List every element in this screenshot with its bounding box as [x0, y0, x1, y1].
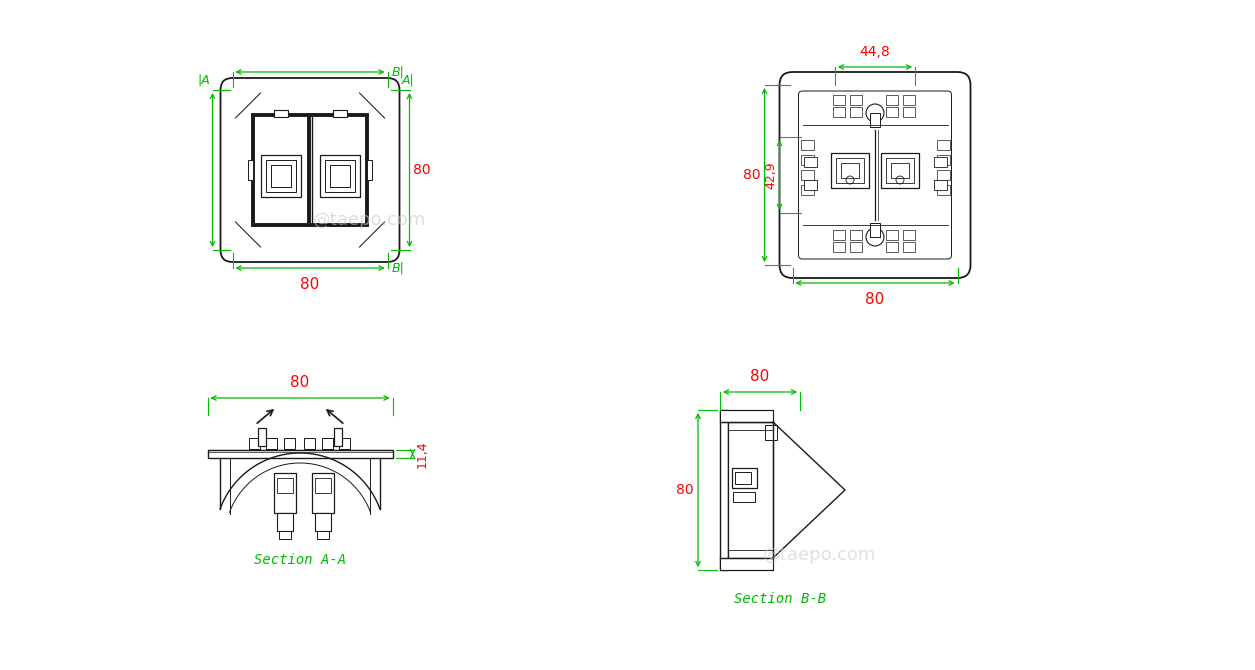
- Bar: [323, 438, 333, 449]
- Bar: [320, 155, 359, 197]
- Bar: [277, 513, 292, 531]
- Bar: [886, 157, 914, 182]
- Bar: [936, 140, 950, 150]
- Bar: [315, 513, 331, 531]
- Bar: [831, 153, 868, 188]
- Bar: [801, 170, 813, 180]
- Bar: [904, 107, 915, 117]
- Text: 80: 80: [743, 168, 761, 182]
- Bar: [936, 170, 950, 180]
- Bar: [850, 107, 862, 117]
- Bar: [833, 230, 845, 240]
- Bar: [803, 157, 817, 167]
- Bar: [886, 107, 899, 117]
- Bar: [891, 163, 909, 178]
- Bar: [318, 531, 329, 539]
- Bar: [886, 230, 899, 240]
- Bar: [266, 160, 295, 192]
- Bar: [733, 492, 756, 502]
- Bar: [207, 450, 393, 458]
- Bar: [833, 107, 845, 117]
- Bar: [850, 95, 862, 105]
- Bar: [248, 160, 254, 180]
- Text: 44,8: 44,8: [860, 45, 890, 59]
- Bar: [728, 422, 773, 558]
- Bar: [801, 140, 813, 150]
- Bar: [720, 410, 728, 570]
- Bar: [333, 110, 346, 117]
- Bar: [904, 230, 915, 240]
- Bar: [259, 428, 266, 446]
- Text: Section B-B: Section B-B: [734, 592, 826, 606]
- Bar: [934, 180, 946, 190]
- Bar: [277, 478, 292, 493]
- Text: |A: |A: [198, 74, 211, 87]
- Bar: [720, 410, 773, 422]
- Text: B|: B|: [392, 261, 404, 275]
- Bar: [934, 157, 946, 167]
- Bar: [274, 473, 296, 513]
- Bar: [886, 242, 899, 252]
- Bar: [886, 95, 899, 105]
- Bar: [315, 478, 331, 493]
- Bar: [850, 242, 862, 252]
- Text: 80: 80: [300, 277, 320, 292]
- Bar: [274, 110, 287, 117]
- Text: 42,9: 42,9: [764, 161, 778, 189]
- Bar: [801, 155, 813, 165]
- Bar: [339, 438, 350, 449]
- Bar: [803, 180, 817, 190]
- Bar: [330, 165, 349, 187]
- Bar: [732, 468, 757, 488]
- FancyBboxPatch shape: [779, 72, 970, 278]
- Bar: [325, 160, 354, 192]
- Text: B|: B|: [392, 66, 404, 78]
- Bar: [904, 242, 915, 252]
- Bar: [248, 438, 260, 449]
- Bar: [833, 95, 845, 105]
- Bar: [766, 425, 777, 440]
- Bar: [841, 163, 858, 178]
- Bar: [936, 155, 950, 165]
- Bar: [312, 473, 334, 513]
- Text: 80: 80: [866, 292, 885, 307]
- FancyBboxPatch shape: [798, 91, 951, 259]
- Bar: [284, 438, 295, 449]
- Bar: [833, 242, 845, 252]
- Bar: [266, 438, 277, 449]
- Bar: [801, 185, 813, 195]
- Bar: [304, 438, 315, 449]
- Bar: [254, 115, 366, 225]
- Bar: [904, 95, 915, 105]
- Text: 80: 80: [413, 163, 430, 177]
- Bar: [720, 558, 773, 570]
- Text: A|: A|: [402, 74, 415, 87]
- Bar: [936, 185, 950, 195]
- Bar: [366, 160, 371, 180]
- Text: Section A-A: Section A-A: [254, 553, 346, 567]
- Bar: [870, 223, 880, 237]
- Text: @taepo.com: @taepo.com: [763, 546, 877, 564]
- Bar: [261, 155, 300, 197]
- Bar: [870, 113, 880, 127]
- Text: 80: 80: [290, 375, 310, 390]
- Text: 11,4: 11,4: [415, 440, 428, 468]
- Bar: [836, 157, 863, 182]
- FancyBboxPatch shape: [221, 78, 399, 262]
- Bar: [850, 230, 862, 240]
- Bar: [279, 531, 291, 539]
- Text: @taepo.com: @taepo.com: [314, 211, 427, 229]
- Text: 80: 80: [676, 483, 694, 497]
- Bar: [271, 165, 290, 187]
- Bar: [881, 153, 919, 188]
- Bar: [334, 428, 343, 446]
- Text: 80: 80: [750, 369, 769, 384]
- Bar: [735, 472, 750, 484]
